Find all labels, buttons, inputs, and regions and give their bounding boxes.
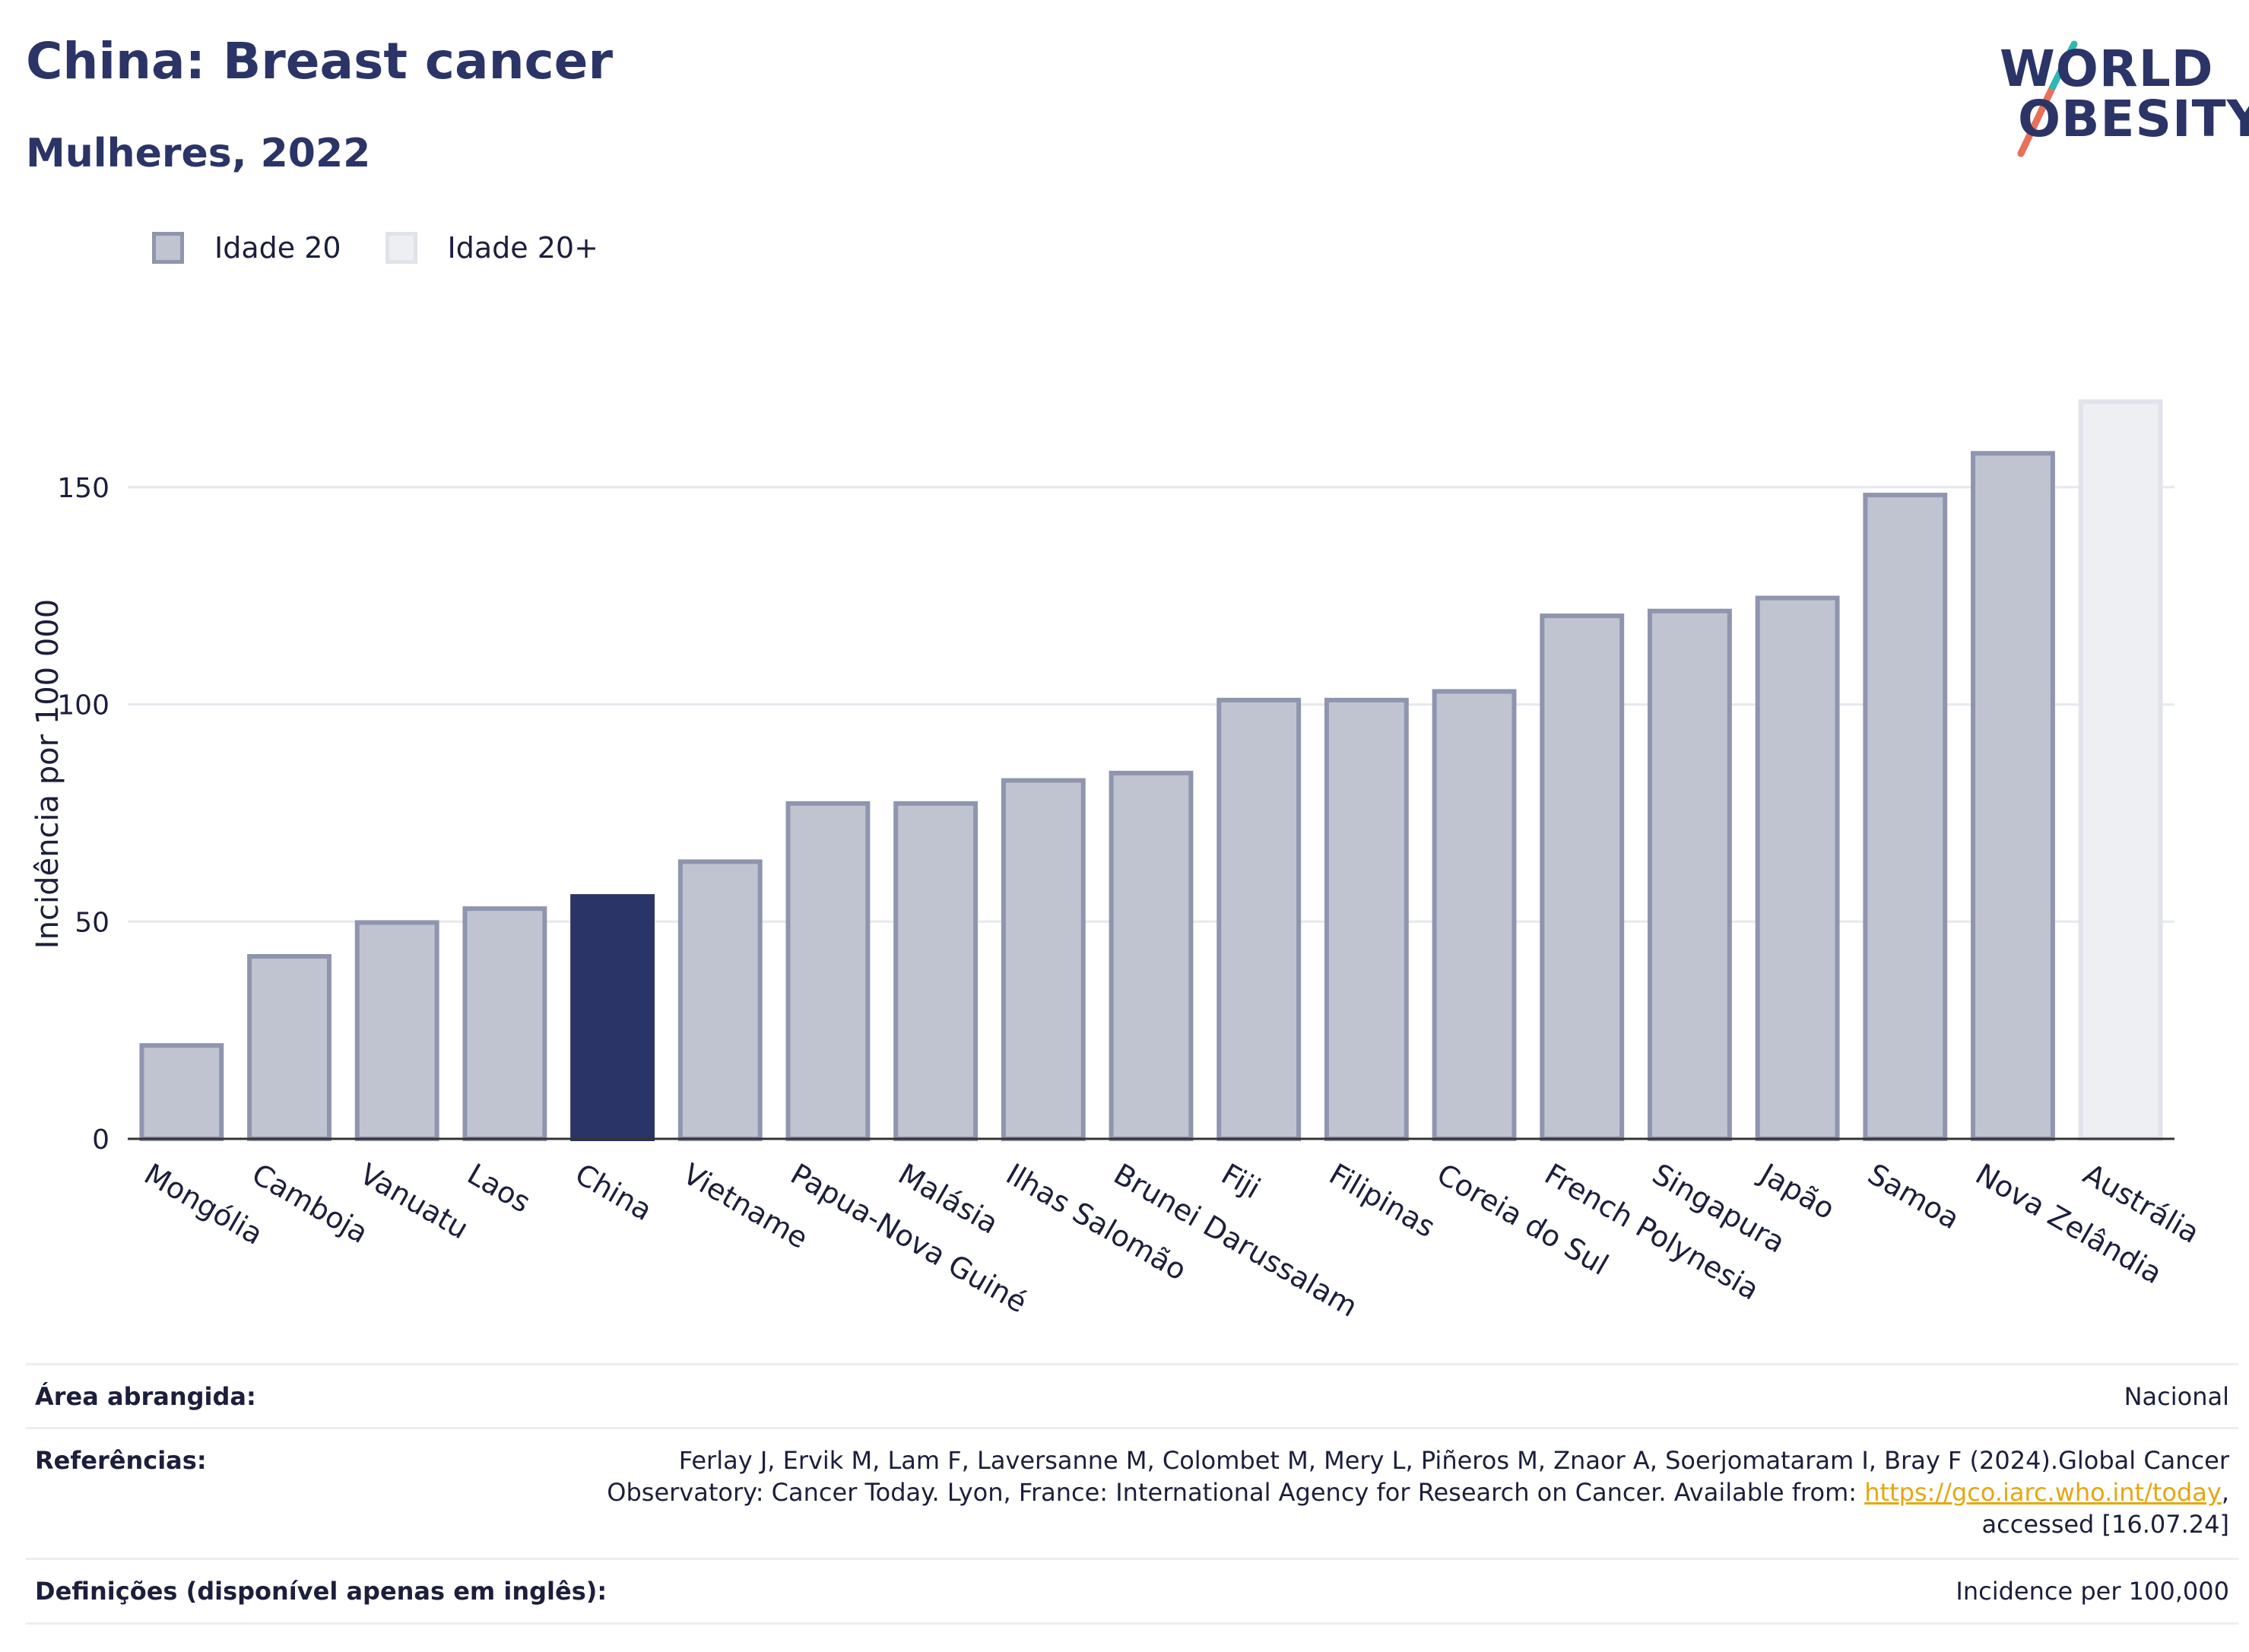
logo-slash-icon	[2017, 40, 2078, 157]
references-value: Ferlay J, Ervik M, Lam F, Laversanne M, …	[607, 1444, 2229, 1540]
x-tick-label: Fiji	[1216, 1157, 1266, 1205]
y-tick-label: 150	[57, 473, 109, 504]
world-obesity-logo: WORLD OBESITY	[1977, 23, 2249, 167]
bar-austrália	[2078, 399, 2163, 1141]
references-comma: ,	[2221, 1478, 2229, 1507]
y-tick-label: 100	[57, 690, 109, 721]
references-line-1: Ferlay J, Ervik M, Lam F, Laversanne M, …	[678, 1446, 2229, 1475]
page-title: China: Breast cancer	[26, 32, 613, 90]
bar-coreia-do-sul	[1432, 689, 1517, 1141]
bar-mongólia	[139, 1043, 224, 1141]
bar-ilhas-salomão	[1001, 778, 1086, 1141]
y-tick-label: 50	[75, 907, 109, 938]
definitions-label: Definições (disponível apenas em inglês)…	[35, 1577, 607, 1606]
legend-item-idade-20-plus[interactable]: Idade 20+	[385, 231, 598, 265]
x-tick-label: Ilhas Salomão	[1001, 1157, 1192, 1287]
bar-brunei-darussalam	[1109, 770, 1194, 1141]
footer-row-area: Área abrangida: Nacional	[26, 1363, 2238, 1429]
bar-vanuatu	[354, 920, 439, 1142]
references-link[interactable]: https://gco.iarc.who.int/today	[1864, 1478, 2222, 1507]
x-tick-label: Camboja	[246, 1157, 374, 1250]
references-text: Observatory: Cancer Today. Lyon, France:…	[607, 1478, 1865, 1507]
page-subtitle: Mulheres, 2022	[26, 131, 371, 176]
chart-legend: Idade 20 Idade 20+	[152, 227, 642, 269]
y-axis-label: Incidência por 100 000	[30, 599, 65, 949]
x-tick-label: Filipinas	[1324, 1157, 1441, 1244]
legend-swatch	[385, 232, 417, 264]
bar-china	[570, 894, 655, 1141]
y-tick-label: 0	[92, 1124, 109, 1156]
references-line-2: Observatory: Cancer Today. Lyon, France:…	[607, 1476, 2229, 1508]
x-tick-label: Vanuatu	[354, 1157, 474, 1245]
bar-singapura	[1647, 608, 1732, 1141]
footer-row-definitions: Definições (disponível apenas em inglês)…	[26, 1558, 2238, 1625]
bar-samoa	[1863, 493, 1948, 1141]
bar-fiji	[1216, 697, 1302, 1141]
x-tick-label: Laos	[462, 1157, 536, 1219]
definitions-value: Incidence per 100,000	[1956, 1577, 2229, 1606]
legend-label: Idade 20+	[447, 231, 598, 265]
bar-french-polynesia	[1540, 614, 1625, 1141]
legend-label: Idade 20	[214, 231, 341, 265]
logo-word-world: WORLD	[2000, 40, 2214, 98]
legend-item-idade-20[interactable]: Idade 20	[152, 231, 341, 265]
bar-papua-nova-guiné	[785, 801, 871, 1142]
bar-laos	[462, 906, 547, 1141]
area-label: Área abrangida:	[35, 1382, 256, 1411]
bar-filipinas	[1324, 697, 1409, 1141]
bar-vietname	[677, 859, 763, 1142]
bar-malásia	[893, 801, 979, 1142]
footer-row-references: Referências: Ferlay J, Ervik M, Lam F, L…	[26, 1427, 2238, 1560]
x-tick-label: China	[569, 1157, 658, 1227]
references-label: Referências:	[35, 1446, 207, 1475]
x-tick-label: Nova Zelândia	[1970, 1157, 2168, 1291]
x-tick-label: Mongólia	[138, 1157, 268, 1251]
area-value: Nacional	[2124, 1382, 2229, 1411]
legend-swatch	[152, 232, 184, 264]
logo-word-obesity: OBESITY	[2018, 90, 2249, 148]
x-tick-label: Samoa	[1862, 1157, 1965, 1236]
references-line-3: accessed [16.07.24]	[1981, 1510, 2229, 1539]
bar-japão	[1755, 595, 1840, 1141]
bar-camboja	[247, 954, 331, 1141]
bar-nova-zelândia	[1971, 451, 2055, 1141]
